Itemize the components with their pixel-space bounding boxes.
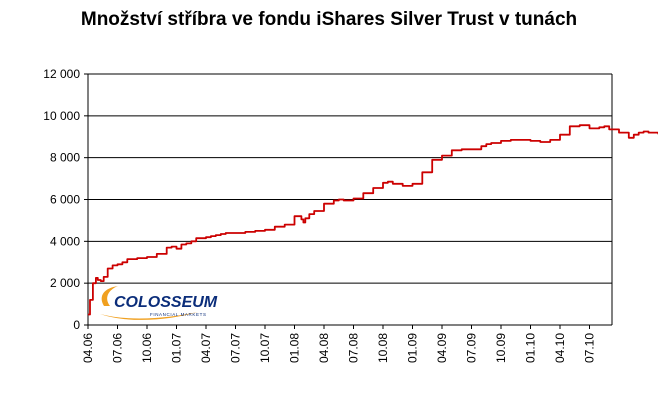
grid-lines bbox=[88, 73, 612, 284]
x-tick-label: 04.09 bbox=[435, 333, 449, 363]
x-tick-label: 07.09 bbox=[465, 333, 479, 363]
x-tick-label: 04.10 bbox=[553, 333, 567, 363]
x-tick-label: 01.08 bbox=[288, 333, 302, 363]
x-tick-label: 07.10 bbox=[583, 333, 597, 363]
y-tick-label: 8 000 bbox=[50, 151, 80, 165]
x-tick-label: 10.06 bbox=[140, 333, 154, 363]
x-tick-label: 10.08 bbox=[376, 333, 390, 363]
x-tick-label: 01.10 bbox=[524, 333, 538, 363]
x-tick-label: 07.06 bbox=[111, 333, 125, 363]
logo-swoosh-icon bbox=[101, 286, 118, 306]
x-tick-label: 01.07 bbox=[170, 333, 184, 363]
x-tick-label: 10.07 bbox=[258, 333, 272, 363]
x-tick-label: 10.09 bbox=[494, 333, 508, 363]
y-tick-label: 6 000 bbox=[50, 193, 80, 207]
y-tick-label: 0 bbox=[73, 318, 80, 332]
y-tick-label: 2 000 bbox=[50, 276, 80, 290]
y-tick-label: 4 000 bbox=[50, 234, 80, 248]
series-group bbox=[88, 124, 658, 316]
x-tick-label: 07.07 bbox=[229, 333, 243, 363]
logo-tagline: FINANCIAL MARKETS bbox=[150, 312, 207, 317]
y-axis-ticks: 0 2 000 4 000 6 000 8 000 10 000 12 000 bbox=[43, 67, 88, 332]
x-tick-label: 07.08 bbox=[347, 333, 361, 363]
colosseum-logo: COLOSSEUM FINANCIAL MARKETS bbox=[100, 286, 218, 320]
series-line-0 bbox=[88, 124, 658, 316]
x-tick-label: 04.08 bbox=[317, 333, 331, 363]
y-tick-label: 12 000 bbox=[43, 67, 80, 81]
x-axis-ticks: 04.06 07.06 10.06 01.07 04.07 07.07 10.07 01.08… bbox=[81, 325, 597, 363]
chart-title: Množství stříbra ve fondu iShares Silver… bbox=[80, 9, 578, 30]
x-tick-label: 01.09 bbox=[406, 333, 420, 363]
axes bbox=[87, 74, 613, 326]
logo-text: COLOSSEUM bbox=[114, 294, 218, 311]
x-tick-label: 04.06 bbox=[81, 333, 95, 363]
logo-underline-swoosh-icon bbox=[100, 312, 198, 320]
y-tick-label: 10 000 bbox=[43, 109, 80, 123]
x-tick-label: 04.07 bbox=[199, 333, 213, 363]
